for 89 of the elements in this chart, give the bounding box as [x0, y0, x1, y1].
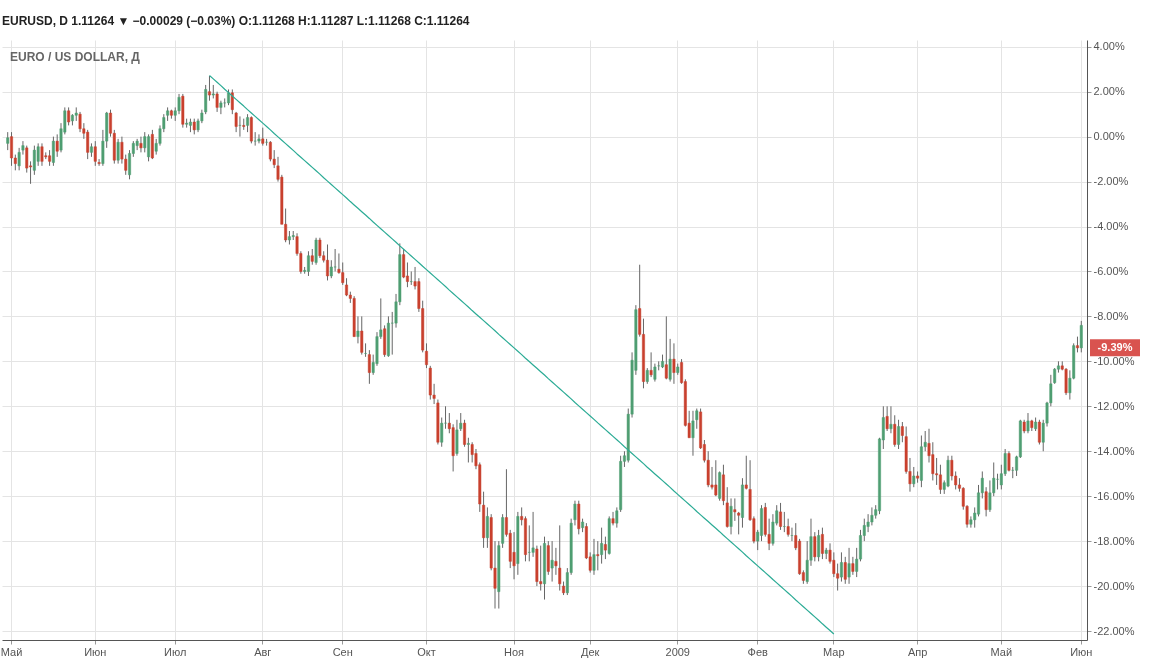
candlestick	[836, 563, 840, 592]
candlestick	[779, 502, 782, 531]
candlestick	[314, 237, 318, 266]
candlestick	[356, 315, 360, 344]
y-tick-label: 0.00%	[1093, 130, 1125, 143]
candlestick	[939, 464, 942, 495]
candlestick	[257, 133, 261, 144]
candlestick	[93, 140, 97, 167]
candlestick	[729, 497, 733, 535]
candlestick	[1064, 367, 1068, 396]
candlestick	[10, 131, 13, 167]
x-tick-label: Фев	[747, 645, 769, 658]
y-tick-label: -2.00%	[1093, 175, 1129, 188]
candlestick	[409, 270, 413, 286]
candlestick	[208, 75, 211, 102]
candlestick	[253, 131, 257, 147]
x-tick-label: Ноя	[504, 645, 525, 658]
y-tick-label: -4.00%	[1093, 220, 1129, 233]
candlestick	[116, 138, 120, 165]
line-series	[208, 74, 835, 635]
y-tick-label: -16.00%	[1093, 489, 1135, 502]
x-tick-label: Июн	[1070, 645, 1093, 658]
candlestick	[790, 527, 794, 542]
candlestick	[603, 536, 607, 560]
candlestick	[897, 419, 900, 450]
x-tick-label: Апр	[907, 645, 928, 658]
candlestick	[851, 556, 855, 576]
x-tick-label: Май	[0, 645, 23, 658]
candlestick	[485, 506, 489, 549]
candlestick	[219, 100, 223, 115]
candlestick	[935, 457, 939, 486]
candlestick	[466, 437, 470, 463]
candlestick	[600, 527, 604, 565]
x-tick-label: Окт	[417, 645, 436, 658]
y-tick-label: -6.00%	[1093, 264, 1129, 277]
candlestick	[364, 342, 367, 358]
candlestick	[611, 511, 615, 526]
y-tick-label: -10.00%	[1093, 354, 1135, 367]
candlestick	[733, 497, 737, 522]
candlestick	[847, 547, 851, 585]
chart-title: EURUSD, D 1.11264 ▼ −0.00029 (−0.03%) O:1.11268 H:1.11287 L:1.11268 C:1.11264	[2, 14, 470, 28]
candlestick	[367, 349, 371, 385]
candlestick	[150, 129, 154, 160]
candlestick	[672, 342, 676, 385]
x-tick-label: Дек	[580, 645, 600, 658]
candlestick	[889, 405, 893, 434]
x-tick-label: Авг	[254, 645, 272, 658]
y-tick-label: -8.00%	[1093, 309, 1129, 322]
candlestick	[463, 419, 466, 448]
y-tick-label: -22.00%	[1093, 624, 1135, 637]
candlestick	[550, 540, 554, 583]
x-tick-label: Сен	[332, 645, 353, 658]
candlestick	[691, 410, 695, 457]
candlestick	[912, 466, 916, 488]
candlestick	[318, 237, 322, 259]
candlestick	[139, 136, 143, 153]
x-tick-label: Мар	[823, 645, 845, 658]
y-tick-label: -12.00%	[1093, 399, 1135, 412]
candlestick	[539, 545, 543, 592]
candlestick	[326, 243, 329, 281]
candlestick	[820, 527, 824, 560]
candlestick	[714, 459, 718, 497]
candlestick	[592, 538, 596, 576]
candlestick	[40, 142, 44, 167]
candlestick	[1026, 412, 1030, 434]
y-tick-label: -14.00%	[1093, 444, 1135, 457]
candlestick	[817, 529, 821, 562]
candlestick	[813, 531, 817, 562]
y-tick-label: 2.00%	[1093, 85, 1125, 98]
text: -9.39%	[1097, 340, 1133, 353]
candlestick	[238, 115, 242, 138]
candlestick	[402, 248, 406, 279]
x-tick-label: Май	[990, 645, 1013, 658]
x-tick-label: 2009	[665, 645, 690, 658]
candlestick	[649, 351, 653, 378]
candlestick	[782, 511, 786, 533]
candlestick	[147, 133, 150, 162]
candlestick	[558, 524, 562, 592]
x-tick-label: Июл	[164, 645, 187, 658]
x-tick-label: Июн	[84, 645, 107, 658]
y-tick-label: 4.00%	[1093, 40, 1125, 53]
y-tick-label: -20.00%	[1093, 579, 1135, 592]
text: EURO / US DOLLAR, Д	[10, 50, 141, 64]
candlestick	[840, 551, 843, 583]
candlestick	[527, 524, 531, 562]
candlestick	[32, 145, 36, 176]
candlestick	[360, 315, 364, 356]
candlestick	[307, 250, 310, 277]
y-tick-label: -18.00%	[1093, 534, 1135, 547]
